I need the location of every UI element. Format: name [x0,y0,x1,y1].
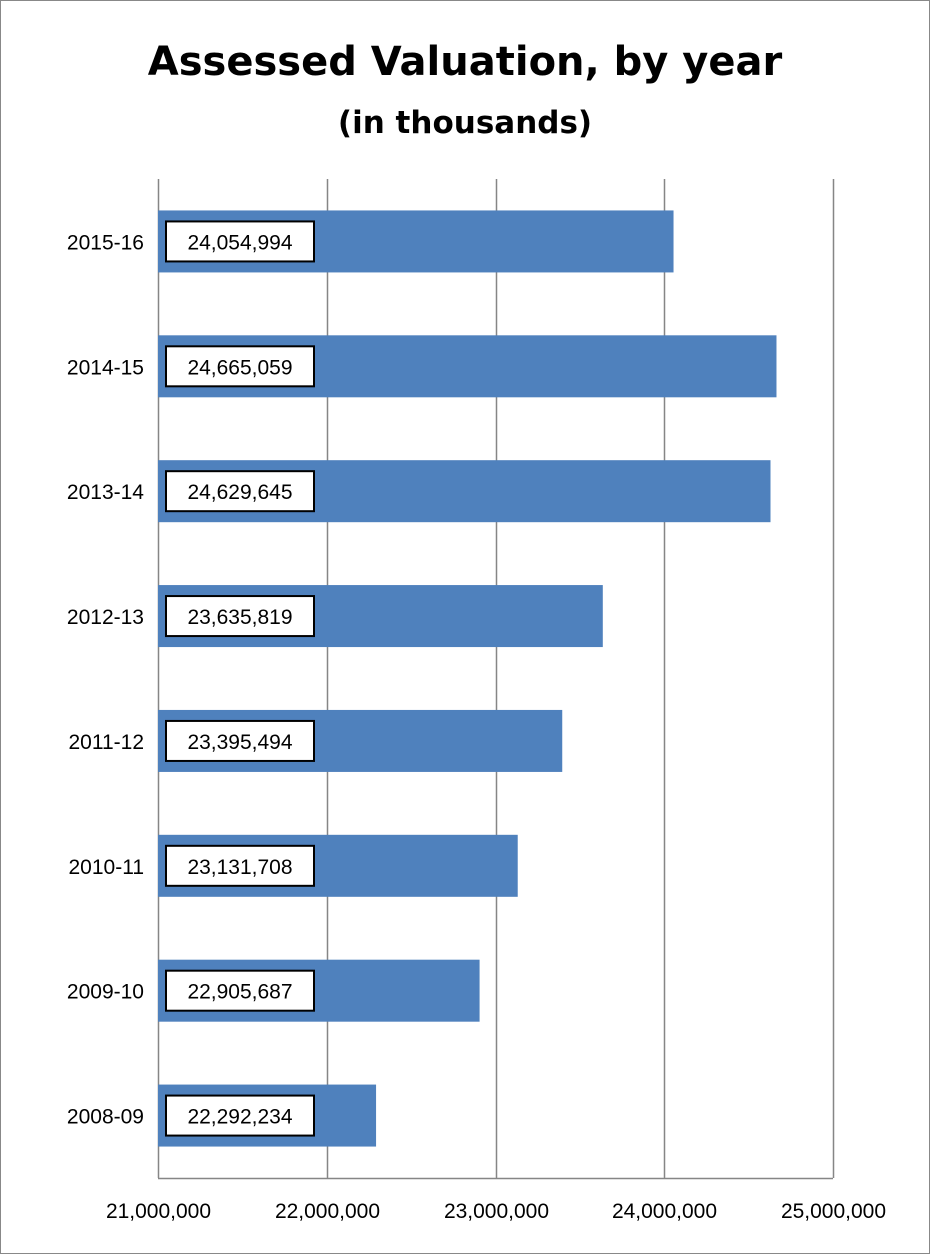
data-label: 22,292,234 [187,1106,292,1129]
chart-title: Assessed Valuation, by year [148,39,783,85]
gridlines [157,179,835,1180]
x-tick-label: 22,000,000 [275,1200,380,1223]
x-tick-label: 23,000,000 [444,1200,549,1223]
x-axis-ticks: 21,000,000 22,000,000 23,000,000 24,000,000… [106,1200,886,1223]
x-tick-label: 24,000,000 [612,1200,717,1223]
y-axis-categories: 2015-16 2014-15 2013-14 2012-13 2011-12 2010-… [67,231,144,1128]
data-label: 22,905,687 [187,981,292,1004]
data-labels: 24,054,994 24,665,059 24,629,645 23,635,819… [165,220,315,1137]
data-label: 24,054,994 [187,231,292,254]
data-label: 24,665,059 [187,356,292,379]
y-category-label: 2009-10 [67,981,144,1004]
x-tick-label: 25,000,000 [781,1200,886,1223]
y-category-label: 2013-14 [67,481,144,504]
data-label-box [165,220,315,263]
y-category-label: 2011-12 [68,731,144,754]
data-label: 23,635,819 [187,606,292,629]
y-category-label: 2010-11 [68,856,144,879]
data-label-box [165,595,315,638]
data-label: 23,395,494 [187,731,292,754]
y-category-label: 2015-16 [67,231,144,254]
data-label-box [165,1094,315,1137]
y-category-label: 2012-13 [67,606,144,629]
data-label-box [165,345,315,388]
data-label-box [165,470,315,513]
data-label-box [165,844,315,887]
y-category-label: 2008-09 [67,1106,144,1129]
chart-subtitle: (in thousands) [338,105,592,141]
y-category-label: 2014-15 [67,356,144,379]
data-label-box [165,969,315,1012]
data-label: 23,131,708 [187,856,292,879]
data-label: 24,629,645 [187,481,292,504]
data-label-box [165,719,315,762]
x-tick-label: 21,000,000 [106,1200,211,1223]
